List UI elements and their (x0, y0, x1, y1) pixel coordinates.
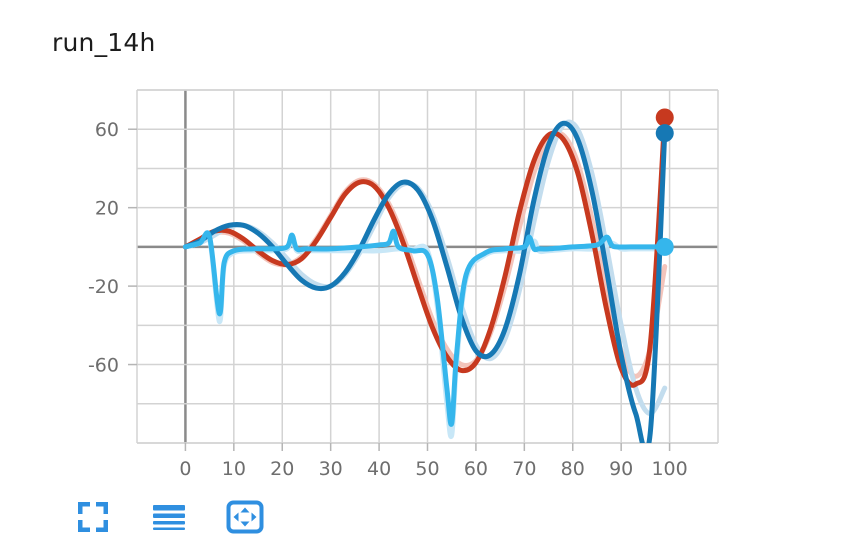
chart-plot-area[interactable]: 0 10 20 30 40 50 60 70 80 90 100 -60 -20 20 60 (0, 0, 856, 490)
y-tick-label: -60 (88, 355, 119, 377)
x-tick-label: 20 (270, 458, 294, 480)
line-chart[interactable]: 0 10 20 30 40 50 60 70 80 90 100 -60 -20 20 60 (0, 0, 856, 490)
end-marker-cyan[interactable] (655, 237, 674, 256)
x-tick-label: 30 (319, 458, 343, 480)
series-line-blue (182, 120, 668, 443)
y-tick-label: 20 (95, 198, 119, 220)
chart-toolbar (70, 494, 268, 540)
series-line-cyan (182, 228, 668, 427)
series-group (182, 114, 668, 443)
x-tick-label: 40 (367, 458, 391, 480)
x-tick-label: 80 (561, 458, 585, 480)
x-tick-label: 0 (179, 458, 191, 480)
series-end-markers (655, 108, 674, 256)
x-tick-label: 50 (415, 458, 439, 480)
y-tick-label: -20 (88, 276, 119, 298)
lines-list-button[interactable] (146, 494, 192, 540)
y-tick-label: 60 (95, 119, 119, 141)
axis-labels: 0 10 20 30 40 50 60 70 80 90 100 -60 -20 20 60 (88, 119, 688, 480)
x-tick-label: 60 (464, 458, 488, 480)
end-marker-red[interactable] (655, 108, 674, 127)
fullscreen-icon (76, 500, 110, 534)
page-title: run_14h (52, 28, 156, 57)
x-tick-label: 70 (512, 458, 536, 480)
x-tick-label: 90 (609, 458, 633, 480)
end-marker-blue[interactable] (655, 124, 674, 143)
series-line-cyan-ghost (182, 231, 668, 440)
pan-move-button[interactable] (222, 494, 268, 540)
list-lines-icon (152, 500, 186, 534)
x-tick-label: 100 (651, 458, 687, 480)
x-tick-label: 10 (222, 458, 246, 480)
pan-move-icon (226, 500, 264, 534)
fullscreen-button[interactable] (70, 494, 116, 540)
series-line-blue-ghost (182, 119, 668, 417)
